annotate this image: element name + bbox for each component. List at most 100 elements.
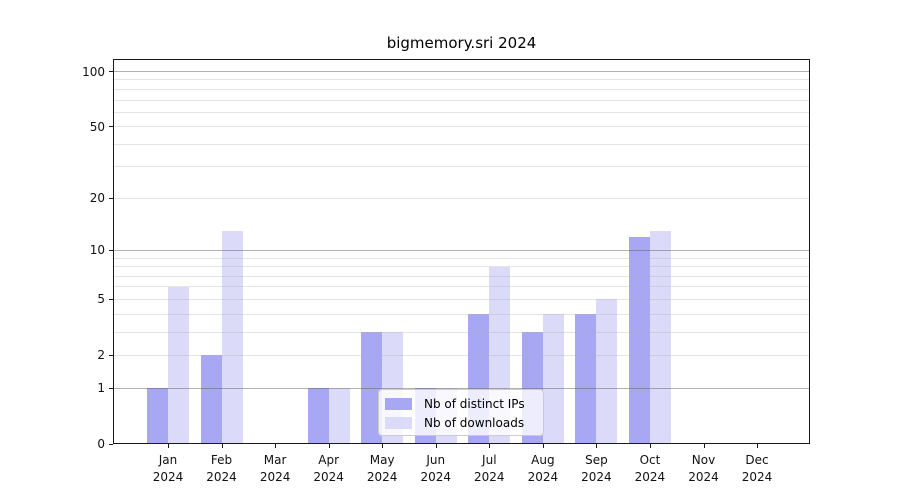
- bar-nb-of-distinct-ips-feb: [200, 355, 222, 444]
- x-axis-tick: [382, 444, 384, 448]
- x-tick-year: 2024: [634, 470, 666, 484]
- x-tick-month: Apr: [318, 453, 340, 467]
- x-tick-label: Sep 2024: [568, 452, 624, 486]
- y-axis-tick: [109, 354, 113, 356]
- minor-gridline: [113, 126, 810, 128]
- minor-gridline: [113, 111, 810, 113]
- x-tick-month: Oct: [639, 453, 661, 467]
- x-tick-year: 2024: [581, 470, 612, 484]
- legend-item-downloads: Nb of downloads: [379, 413, 543, 432]
- minor-gridline: [113, 79, 810, 81]
- x-tick-month: Jan: [158, 453, 178, 467]
- y-tick-label: 100: [82, 64, 105, 79]
- minor-gridline: [113, 257, 810, 259]
- x-tick-month: Jun: [426, 453, 446, 467]
- legend-label-distinct-ips: Nb of distinct IPs: [424, 396, 525, 411]
- bar-nb-of-distinct-ips-sep: [575, 314, 597, 444]
- y-tick-label: 2: [97, 348, 105, 363]
- minor-gridline: [113, 266, 810, 268]
- x-tick-month: Mar: [263, 453, 287, 467]
- x-axis-tick: [168, 444, 169, 448]
- x-tick-month: Sep: [585, 453, 608, 467]
- x-tick-year: 2024: [741, 470, 773, 484]
- minor-gridline: [113, 313, 810, 315]
- y-tick-label: 0: [97, 437, 105, 451]
- minor-gridline: [113, 143, 810, 145]
- chart-title: bigmemory.sri 2024: [386, 34, 537, 52]
- x-tick-label: May 2024: [354, 452, 410, 486]
- bar-nb-of-downloads-aug: [542, 314, 564, 444]
- x-tick-month: Feb: [210, 453, 233, 467]
- x-tick-year: 2024: [688, 470, 719, 484]
- x-axis-tick: [275, 444, 277, 448]
- x-axis-tick: [489, 444, 491, 448]
- bar-nb-of-downloads-feb: [221, 231, 243, 444]
- x-tick-label: Oct 2024: [622, 452, 678, 486]
- x-tick-label: Dec 2024: [729, 452, 785, 486]
- x-tick-year: 2024: [527, 470, 559, 484]
- x-tick-month: Dec: [745, 453, 769, 467]
- x-tick-label: Jun 2024: [408, 452, 464, 486]
- minor-gridline: [113, 331, 810, 333]
- y-tick-label: 10: [89, 243, 105, 258]
- x-tick-year: 2024: [259, 470, 291, 484]
- legend-swatch-downloads: [385, 416, 412, 429]
- x-tick-month: May: [369, 453, 395, 467]
- x-tick-month: Nov: [691, 453, 716, 467]
- minor-gridline: [113, 298, 810, 300]
- x-tick-label: Feb 2024: [194, 452, 250, 486]
- y-axis-tick: [109, 249, 113, 251]
- bar-nb-of-downloads-sep: [596, 299, 618, 444]
- y-tick-label: 1: [97, 381, 105, 396]
- x-axis-tick: [703, 444, 705, 448]
- minor-gridline: [113, 166, 810, 168]
- legend-swatch-distinct-ips: [385, 397, 412, 410]
- y-tick-label: 50: [89, 119, 105, 134]
- y-axis-tick: [109, 71, 113, 73]
- y-axis-tick: [109, 298, 113, 300]
- bar-nb-of-downloads-jan: [168, 286, 189, 444]
- x-tick-label: Mar 2024: [247, 452, 303, 486]
- legend: Nb of distinct IPs Nb of downloads: [378, 389, 544, 436]
- x-axis-tick: [757, 444, 759, 448]
- x-tick-year: 2024: [313, 470, 344, 484]
- major-gridline: [113, 249, 810, 251]
- y-axis-tick: [109, 126, 113, 128]
- y-tick-label: 20: [89, 191, 105, 206]
- y-axis-tick: [109, 387, 113, 389]
- bar-nb-of-distinct-ips-oct: [628, 237, 650, 444]
- minor-gridline: [113, 88, 810, 90]
- y-axis-tick: [109, 197, 113, 199]
- x-axis-tick: [221, 444, 223, 448]
- bar-nb-of-distinct-ips-apr: [307, 388, 329, 444]
- minor-gridline: [113, 286, 810, 288]
- x-tick-year: 2024: [420, 470, 452, 484]
- minor-gridline: [113, 197, 810, 199]
- x-axis-tick: [542, 444, 544, 448]
- bar-nb-of-distinct-ips-jan: [147, 388, 168, 444]
- major-gridline: [113, 71, 810, 73]
- legend-label-downloads: Nb of downloads: [424, 415, 525, 430]
- x-tick-year: 2024: [474, 470, 505, 484]
- x-tick-year: 2024: [152, 470, 184, 484]
- legend-item-distinct-ips: Nb of distinct IPs: [379, 394, 543, 413]
- x-tick-year: 2024: [206, 470, 237, 484]
- x-axis-tick: [649, 444, 651, 448]
- x-tick-month: Jul: [482, 453, 497, 467]
- x-axis-tick: [328, 444, 330, 448]
- x-tick-label: Jan 2024: [140, 452, 196, 486]
- x-tick-month: Aug: [531, 453, 555, 467]
- x-tick-label: Nov 2024: [676, 452, 732, 486]
- x-tick-year: 2024: [366, 470, 398, 484]
- x-tick-label: Apr 2024: [301, 452, 357, 486]
- bar-nb-of-downloads-apr: [328, 388, 350, 444]
- x-tick-label: Jul 2024: [461, 452, 517, 486]
- x-axis-tick: [435, 444, 437, 448]
- x-axis-tick: [596, 444, 598, 448]
- bar-nb-of-downloads-oct: [649, 231, 671, 444]
- minor-gridline: [113, 99, 810, 101]
- y-tick-label: 5: [97, 292, 105, 307]
- x-tick-label: Aug 2024: [515, 452, 571, 486]
- minor-gridline: [113, 275, 810, 277]
